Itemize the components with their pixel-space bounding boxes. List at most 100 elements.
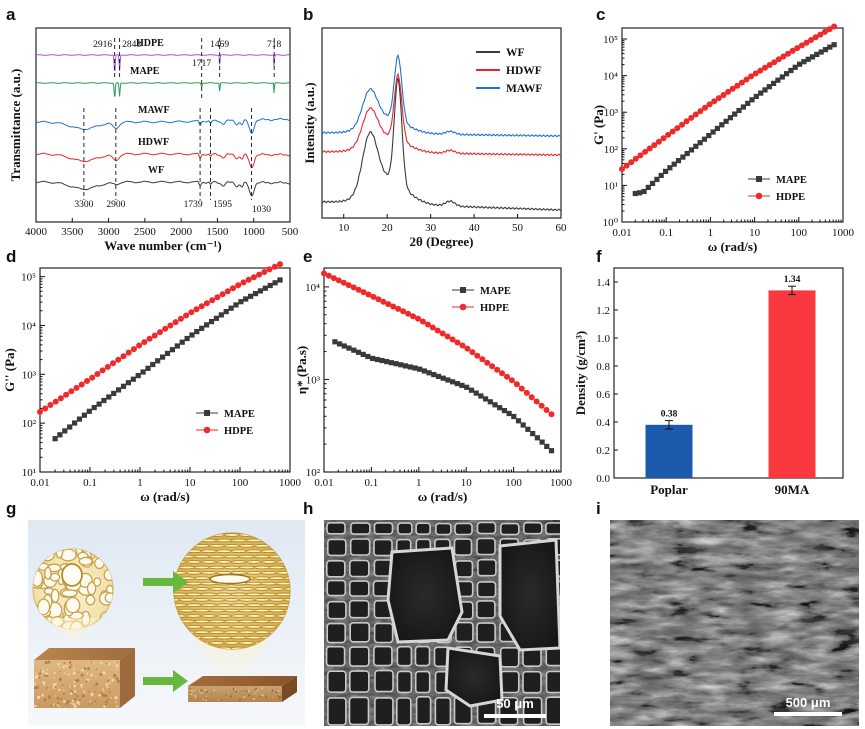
wood-speckle [58, 677, 62, 682]
e-point-mape [393, 361, 399, 367]
densified-cell [185, 603, 203, 608]
c-point-hdpe [743, 76, 750, 83]
wood-speckle [63, 689, 65, 692]
sem-cell [373, 538, 393, 557]
wood-speckle [116, 661, 118, 663]
wood-speckle [66, 699, 70, 703]
c-point-hdpe [817, 31, 824, 38]
wood-speckle [69, 685, 71, 688]
xrd-x-tick-label: 30 [425, 222, 437, 234]
wood-speckle [80, 683, 83, 687]
xrd-x-tick-label: 20 [382, 222, 394, 234]
wood-speckle [35, 672, 37, 674]
wood-speckle [71, 686, 73, 688]
densified-cell [230, 560, 248, 564]
c-point-hdpe [812, 34, 819, 41]
scale-label-i: 500 μm [786, 695, 831, 710]
densified-cell [193, 565, 211, 570]
wood-speckle [99, 673, 103, 676]
wood-speckle [108, 676, 111, 679]
c-legend-marker [755, 192, 763, 200]
density-y-tick-label: 1.2 [596, 305, 610, 317]
densified-cell [208, 597, 226, 602]
wood-speckle [93, 700, 96, 703]
densified-cell [193, 576, 211, 581]
xrd-plot-frame [321, 27, 562, 219]
e-point-hdpe [504, 373, 510, 380]
dense-speckle [260, 687, 264, 690]
c-point-hdpe [766, 62, 773, 68]
e-point-mape [544, 443, 550, 449]
d-point-mape [160, 354, 166, 360]
d-point-mape [52, 436, 58, 442]
panel-label-g: g [6, 499, 16, 518]
c-point-mape [706, 133, 712, 139]
panel-label-i: i [596, 499, 601, 518]
wood-speckle [41, 670, 45, 674]
ftir-x-tick-label: 3500 [61, 226, 84, 238]
wood-speckle [63, 700, 66, 703]
sem-cell-walls [325, 521, 560, 726]
sem-vessel-right [498, 538, 560, 652]
sem-cell [326, 670, 347, 694]
dense-speckle [252, 698, 254, 700]
e-point-mape [464, 384, 470, 390]
densified-cell [185, 581, 203, 586]
e-legend-label: MAPE [480, 286, 511, 297]
c-point-hdpe [729, 85, 736, 92]
e-point-hdpe [489, 363, 496, 370]
c-point-hdpe [757, 67, 764, 74]
e-point-hdpe [424, 321, 431, 328]
densified-cell [268, 608, 286, 613]
e-point-mape [497, 405, 503, 411]
c-point-mape [719, 122, 725, 128]
ftir-series-mape [36, 82, 290, 97]
d-point-hdpe [214, 294, 221, 301]
vessel-lumen [61, 563, 83, 587]
xrd-series-hdwf [321, 72, 562, 157]
wood-speckle [40, 671, 42, 673]
d-point-mape [174, 343, 180, 349]
d-point-mape [184, 335, 190, 342]
sem-cell [476, 521, 497, 535]
d-x-tick-label: 0.01 [30, 477, 49, 489]
densified-cell [208, 554, 226, 559]
wood-speckle [59, 706, 61, 708]
sem-cell [435, 522, 452, 536]
wood-speckle [108, 662, 111, 666]
density-y-tick-label: 1.4 [596, 277, 610, 289]
densified-cell [230, 635, 248, 640]
e-point-hdpe [355, 286, 362, 293]
wood-speckle [98, 693, 102, 697]
c-x-tick-label: 100 [791, 227, 808, 239]
c-point-hdpe [803, 39, 810, 46]
densified-cell [238, 587, 256, 591]
c-point-mape [701, 136, 708, 142]
sem-cell [373, 522, 394, 535]
dense-speckle [255, 691, 257, 693]
densified-cell [223, 641, 241, 645]
c-y-axis-label: G' (Pa) [591, 105, 606, 145]
d-point-mape [130, 376, 136, 382]
ftir-plot-frame [35, 27, 291, 223]
wood-speckle [114, 696, 118, 700]
wood-speckle [90, 692, 94, 697]
wood-speckle [69, 661, 72, 664]
wood-speckle [63, 661, 66, 664]
wood-speckle [113, 661, 116, 663]
ftir-series-label: MAPE [130, 66, 160, 77]
densified-cell [238, 543, 256, 548]
ftir-peak-label: 2900 [106, 200, 125, 210]
sem-cell [349, 621, 371, 643]
densified-cell [238, 565, 256, 570]
wood-speckle [108, 691, 111, 694]
densified-cell [245, 549, 263, 554]
c-x-tick-label: 0.01 [612, 227, 631, 239]
wood-speckle [87, 690, 90, 693]
panel-label-e: e [303, 247, 312, 266]
e-point-mape [534, 435, 540, 441]
densified-cell [200, 581, 218, 586]
c-point-hdpe [646, 145, 653, 152]
ftir-x-axis-label: Wave number (cm⁻¹) [104, 238, 221, 253]
e-point-mape [379, 357, 385, 364]
